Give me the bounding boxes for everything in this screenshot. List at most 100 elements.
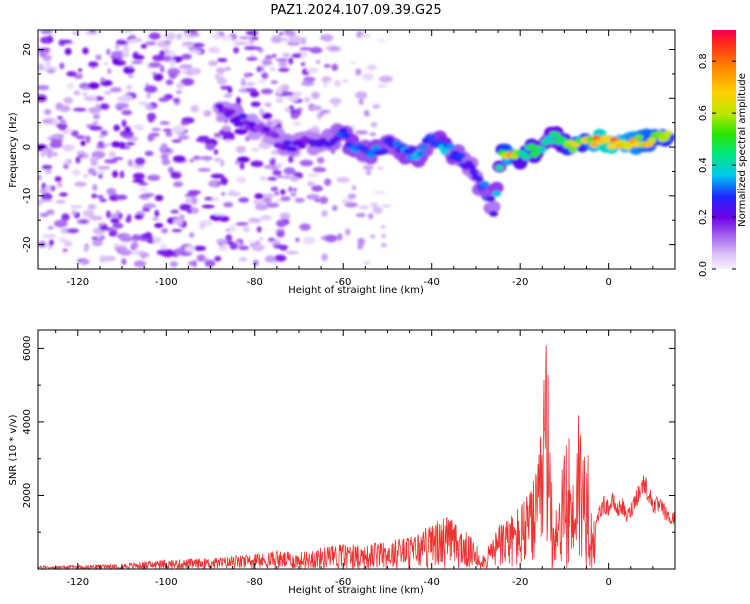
colorbar-tick-label: 0.0	[698, 261, 709, 277]
heatmap-cell	[93, 114, 101, 120]
heatmap-cell	[78, 68, 83, 72]
heatmap-cell	[377, 166, 384, 170]
heatmap-cell	[52, 133, 65, 140]
heatmap-cell	[59, 192, 68, 197]
heatmap-cell	[92, 121, 99, 125]
heatmap-cell	[144, 85, 158, 93]
heatmap-cell	[368, 213, 374, 220]
heatmap-cell	[288, 146, 298, 153]
heatmap-cell	[41, 192, 53, 201]
heatmap-cell	[250, 160, 264, 168]
heatmap-cell	[323, 64, 332, 68]
heatmap-cell	[213, 149, 219, 155]
heatmap-cell	[58, 105, 71, 112]
heatmap-cell	[83, 174, 89, 179]
heatmap-cell	[222, 127, 232, 132]
heatmap-cell	[219, 35, 233, 41]
heatmap-cell	[362, 165, 374, 170]
heatmap-cell	[321, 253, 328, 262]
heatmap-cell	[128, 74, 134, 78]
spectrogram-xlabel: Height of straight line (km)	[288, 285, 424, 296]
heatmap-cell	[82, 86, 91, 91]
heatmap-cell	[262, 197, 272, 204]
heatmap-cell	[170, 209, 179, 214]
heatmap-cell	[467, 163, 476, 170]
heatmap-cell	[284, 30, 291, 33]
heatmap-cell	[216, 67, 226, 74]
heatmap-cell	[91, 150, 106, 159]
heatmap-cell	[42, 233, 57, 239]
heatmap-cell	[218, 215, 230, 222]
heatmap-cell	[133, 260, 147, 268]
heatmap-cell	[381, 234, 386, 238]
heatmap-cell	[379, 75, 393, 83]
heatmap-cell	[49, 141, 63, 149]
heatmap-cell	[440, 148, 450, 155]
heatmap-cell	[176, 33, 183, 40]
heatmap-cell	[294, 197, 305, 203]
figure-title: PAZ1.2024.107.09.39.G25	[270, 3, 441, 18]
heatmap-cell	[456, 152, 466, 159]
x-tick-label: -40	[424, 277, 440, 288]
heatmap-cell	[259, 237, 264, 241]
heatmap-cell	[238, 197, 250, 203]
heatmap-cell	[87, 204, 97, 210]
heatmap-cell	[221, 192, 226, 196]
y-tick-label: 20	[22, 43, 33, 56]
heatmap-cell	[140, 252, 150, 258]
heatmap-cell	[98, 173, 103, 179]
heatmap-cell	[288, 186, 293, 193]
heatmap-cell	[100, 130, 108, 136]
heatmap-cell	[589, 141, 599, 148]
heatmap-cell	[104, 159, 118, 164]
heatmap-cell	[319, 196, 329, 204]
heatmap-cell	[106, 210, 111, 219]
heatmap-cell	[427, 134, 437, 141]
heatmap-cell	[181, 53, 192, 60]
heatmap-cell	[165, 79, 174, 86]
heatmap-cell	[208, 47, 221, 54]
heatmap-cell	[60, 39, 73, 44]
heatmap-cell	[306, 67, 319, 74]
heatmap-cell	[85, 135, 91, 144]
heatmap-cell	[176, 90, 182, 94]
heatmap-cell	[259, 108, 264, 116]
heatmap-cell	[120, 30, 133, 34]
heatmap-cell	[89, 125, 103, 131]
heatmap-cell	[151, 217, 160, 221]
heatmap-cell	[355, 91, 368, 100]
heatmap-cell	[486, 195, 496, 202]
heatmap-cell	[252, 259, 259, 266]
heatmap-cell	[355, 68, 362, 76]
heatmap-cell	[73, 90, 81, 96]
heatmap-cell	[70, 130, 79, 137]
heatmap-cell	[140, 43, 147, 49]
heatmap-cell	[159, 50, 165, 57]
spectrogram-ylabel: Frequency (Hz)	[8, 112, 19, 188]
heatmap-cell	[495, 164, 504, 171]
heatmap-cell	[372, 104, 381, 109]
heatmap-cell	[38, 63, 45, 71]
heatmap-cell	[384, 136, 394, 143]
heatmap-cell	[224, 67, 231, 71]
heatmap-cell	[87, 167, 96, 175]
snr-ticks: -120 -100 -80 -60 -40 -20 0 2000 4000 6000	[22, 330, 676, 588]
heatmap-cell	[46, 209, 55, 215]
heatmap-cell	[103, 62, 109, 66]
snr-xlabel: Height of straight line (km)	[288, 585, 424, 596]
x-tick-label: -40	[424, 577, 440, 588]
heatmap-cell	[273, 254, 287, 262]
heatmap-cell	[128, 65, 133, 69]
heatmap-cell	[267, 176, 278, 181]
heatmap-cell	[218, 73, 223, 78]
heatmap-cell	[59, 237, 67, 243]
heatmap-cell	[322, 34, 334, 42]
heatmap-cell	[358, 204, 369, 210]
heatmap-cell	[47, 69, 55, 74]
heatmap-cell	[217, 77, 228, 86]
heatmap-cell	[163, 40, 172, 44]
heatmap-cell	[38, 85, 50, 91]
heatmap-cell	[133, 124, 145, 130]
heatmap-cell	[261, 112, 273, 120]
